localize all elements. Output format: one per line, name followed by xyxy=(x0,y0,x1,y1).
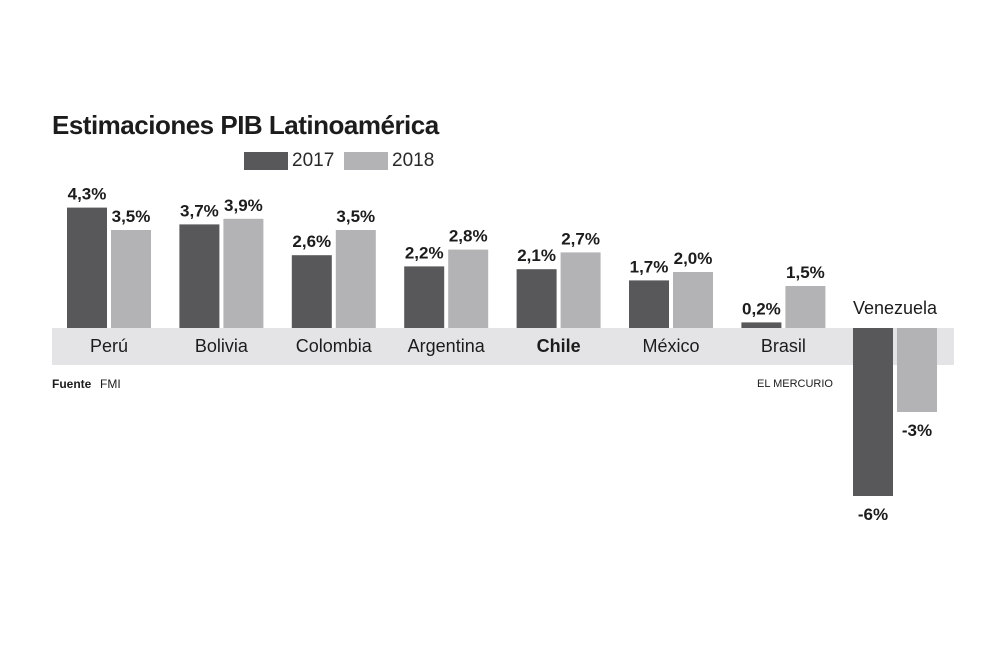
source-label: Fuente xyxy=(52,377,92,391)
category-label-bolivia: Bolivia xyxy=(195,336,249,356)
bar-colombia-2018 xyxy=(335,230,376,328)
legend-swatch-2018 xyxy=(344,152,388,170)
bar-bolivia-2018 xyxy=(223,218,264,328)
data-label-venezuela-2017: -6% xyxy=(858,505,888,524)
legend-label-2017: 2017 xyxy=(292,150,335,171)
data-label-venezuela-2018: -3% xyxy=(902,421,932,440)
bar-brasil-2017 xyxy=(741,322,782,328)
data-label-chile-2017: 2,1% xyxy=(517,246,556,265)
category-label-peru: Perú xyxy=(90,336,128,356)
data-label-brasil-2017: 0,2% xyxy=(742,299,781,318)
data-label-chile-2018: 2,7% xyxy=(561,229,600,248)
data-label-bolivia-2017: 3,7% xyxy=(180,201,219,220)
data-label-peru-2017: 4,3% xyxy=(68,185,107,204)
bar-venezuela-2017 xyxy=(853,328,893,496)
data-label-colombia-2018: 3,5% xyxy=(336,207,375,226)
bar-colombia-2017 xyxy=(291,255,332,328)
category-label-mexico: México xyxy=(642,336,699,356)
category-label-venezuela: Venezuela xyxy=(853,298,938,318)
bar-chile-2018 xyxy=(560,252,601,328)
bar-peru-2018 xyxy=(111,230,151,328)
source-value: FMI xyxy=(100,377,121,391)
bar-peru-2017 xyxy=(67,207,107,328)
category-label-colombia: Colombia xyxy=(296,336,373,356)
bar-chile-2017 xyxy=(516,269,557,328)
data-label-colombia-2017: 2,6% xyxy=(292,232,331,251)
data-label-brasil-2018: 1,5% xyxy=(786,263,825,282)
data-label-peru-2018: 3,5% xyxy=(112,207,151,226)
bar-mexico-2018 xyxy=(673,272,713,328)
bar-mexico-2017 xyxy=(629,280,669,328)
data-label-mexico-2017: 1,7% xyxy=(630,257,669,276)
bar-argentina-2017 xyxy=(404,266,445,328)
category-band xyxy=(52,328,954,365)
legend-label-2018: 2018 xyxy=(392,150,435,171)
publisher-credit: EL MERCURIO xyxy=(757,378,833,390)
category-label-brasil: Brasil xyxy=(761,336,806,356)
data-label-bolivia-2018: 3,9% xyxy=(224,196,263,215)
data-label-argentina-2017: 2,2% xyxy=(405,243,444,262)
data-label-argentina-2018: 2,8% xyxy=(449,227,488,246)
data-label-mexico-2018: 2,0% xyxy=(674,249,713,268)
legend-swatch-2017 xyxy=(244,152,288,170)
bar-bolivia-2017 xyxy=(179,224,220,328)
category-label-chile: Chile xyxy=(537,336,581,356)
bar-argentina-2018 xyxy=(448,249,489,328)
bar-venezuela-2018 xyxy=(897,328,937,412)
bar-brasil-2018 xyxy=(785,286,826,328)
category-label-argentina: Argentina xyxy=(408,336,486,356)
chart-title: Estimaciones PIB Latinoamérica xyxy=(52,110,439,140)
